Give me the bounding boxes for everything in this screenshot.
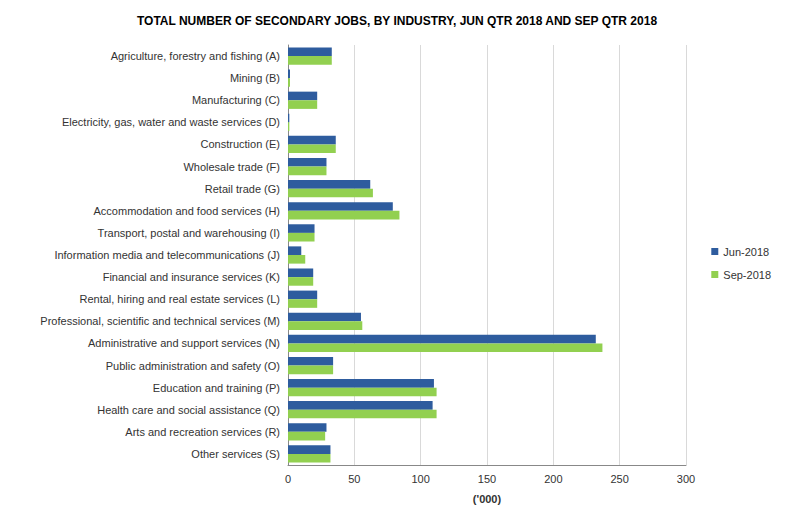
svg-text:0: 0: [285, 473, 291, 485]
svg-text:Education and training (P): Education and training (P): [153, 382, 280, 394]
svg-text:Health care and social assista: Health care and social assistance (Q): [97, 404, 280, 416]
svg-text:Information media and telecomm: Information media and telecommunications…: [54, 249, 280, 261]
svg-text:Professional, scientific and t: Professional, scientific and technical s…: [40, 315, 280, 327]
svg-text:Transport, postal and warehous: Transport, postal and warehousing (I): [98, 227, 280, 239]
svg-text:Rental, hiring and real estate: Rental, hiring and real estate services …: [79, 293, 280, 305]
svg-text:200: 200: [544, 473, 562, 485]
svg-text:100: 100: [411, 473, 429, 485]
svg-text:50: 50: [348, 473, 360, 485]
svg-text:Mining (B): Mining (B): [230, 72, 280, 84]
svg-text:Financial and insurance servic: Financial and insurance services (K): [103, 271, 280, 283]
svg-text:150: 150: [478, 473, 496, 485]
svg-text:Administrative and support ser: Administrative and support services (N): [88, 337, 280, 349]
svg-text:Public administration and safe: Public administration and safety (O): [106, 360, 280, 372]
svg-text:Sep-2018: Sep-2018: [723, 269, 771, 281]
svg-text:Wholesale trade (F): Wholesale trade (F): [183, 161, 280, 173]
svg-text:Other services (S): Other services (S): [191, 448, 280, 460]
svg-text:Construction (E): Construction (E): [201, 138, 280, 150]
svg-text:Retail trade (G): Retail trade (G): [205, 183, 280, 195]
svg-text:Electricity, gas, water and wa: Electricity, gas, water and waste servic…: [62, 116, 280, 128]
svg-text:Arts and recreation services (: Arts and recreation services (R): [125, 426, 280, 438]
svg-text:Jun-2018: Jun-2018: [723, 246, 769, 258]
svg-text:('000): ('000): [473, 493, 502, 505]
svg-text:Manufacturing (C): Manufacturing (C): [192, 94, 280, 106]
svg-text:TOTAL NUMBER OF SECONDARY JOBS: TOTAL NUMBER OF SECONDARY JOBS, BY INDUS…: [137, 14, 657, 28]
svg-text:Accommodation and food service: Accommodation and food services (H): [94, 205, 280, 217]
svg-text:Agriculture, forestry and fish: Agriculture, forestry and fishing (A): [111, 50, 280, 62]
svg-text:300: 300: [677, 473, 695, 485]
svg-text:250: 250: [610, 473, 628, 485]
